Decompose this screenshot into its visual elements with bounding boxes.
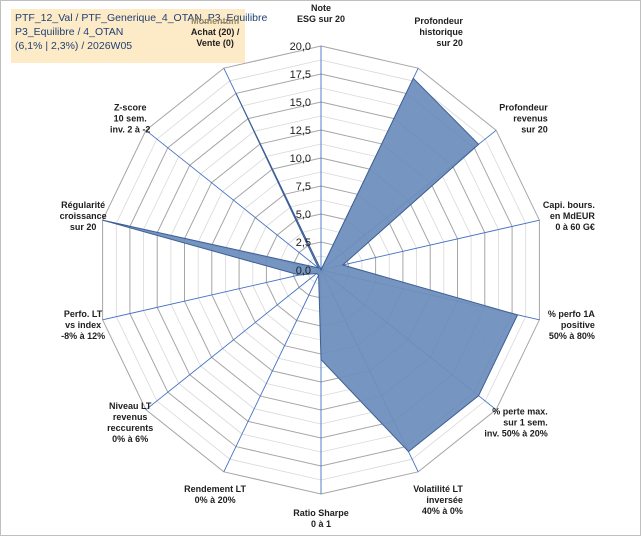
axis-spoke (145, 269, 322, 411)
radar-tick-labels: 0,0 2,5 5,0 7,5 10,0 12,5 15,0 17,5 20,0 (290, 41, 311, 277)
axis-label-line: Z-score (114, 102, 147, 112)
axis-label-line: Rendement LT (184, 484, 246, 494)
axis-label: % perte max.sur 1 sem.inv. 50% à 20% (484, 407, 547, 439)
axis-label-line: positive (561, 320, 595, 330)
tick-label: 2,5 (296, 237, 311, 249)
axis-label-line: Niveau LT (109, 401, 152, 411)
axis-label-line: inversée (426, 495, 463, 505)
title-line-2: P3_Equilibre / 4_OTAN (15, 26, 124, 38)
tick-label: 0,0 (296, 265, 311, 277)
axis-label-line: en MdEUR (550, 211, 596, 221)
axis-label-line: 0% à 20% (195, 495, 236, 505)
axis-label-line: sur 20 (70, 222, 97, 232)
tick-label: 12,5 (290, 125, 311, 137)
axis-label-line: 10 sem. (114, 113, 147, 123)
axis-label-line: Perfo. LT (64, 309, 103, 319)
axis-label-line: vs index (65, 320, 101, 330)
axis-label-line: Note (311, 3, 331, 13)
axis-label-line: Ratio Sharpe (293, 508, 349, 518)
axis-label-line: revenus (513, 113, 548, 123)
axis-label-line: 0% à 6% (112, 434, 148, 444)
axis-label-line: sur 20 (436, 38, 463, 48)
axis-label-line: Achat (20) / (191, 27, 240, 37)
axis-label-line: revenus (113, 412, 148, 422)
axis-label-line: croissance (60, 211, 107, 221)
axis-spoke (145, 129, 322, 271)
axis-label-line: historique (419, 27, 463, 37)
tick-label: 15,0 (290, 97, 311, 109)
axis-label-line: 0 à 1 (311, 519, 331, 529)
axis-label-line: 0 à 60 G€ (555, 222, 595, 232)
radar-series (102, 77, 519, 453)
tick-label: 7,5 (296, 181, 311, 193)
axis-spoke (102, 269, 322, 321)
tick-label: 5,0 (296, 209, 311, 221)
title-line-3: (6,1% | 2,3%) / 2026W05 (15, 40, 133, 52)
axis-label-line: Profondeur (499, 102, 548, 112)
axis-label-line: Profondeur (414, 16, 463, 26)
axis-spoke (320, 219, 540, 271)
axis-label-line: Régularité (61, 200, 105, 210)
axis-label: Rendement LT0% à 20% (184, 484, 246, 505)
axis-label-line: % perte max. (492, 407, 548, 417)
tick-label: 17,5 (290, 69, 311, 81)
axis-label-line: ESG sur 20 (297, 14, 345, 24)
axis-label-line: 50% à 80% (549, 331, 595, 341)
tick-label: 10,0 (290, 153, 311, 165)
axis-label-line: Momentum (191, 16, 239, 26)
axis-label-line: 40% à 0% (422, 506, 463, 516)
axis-label-line: Volatilité LT (413, 484, 463, 494)
axis-label-line: inv. 2 à -2 (110, 124, 150, 134)
tick-label: 20,0 (290, 41, 311, 53)
chart-title-box: PTF_12_Val / PTF_Generique_4_OTAN_P3_Equ… (11, 9, 268, 63)
axis-label-line: Capi. bours. (543, 200, 595, 210)
axis-spoke (223, 269, 322, 472)
title-line-1: PTF_12_Val / PTF_Generique_4_OTAN_P3_Equ… (15, 12, 268, 24)
axis-label-line: inv. 50% à 20% (484, 429, 547, 439)
axis-label-line: reccurents (107, 423, 153, 433)
axis-label-line: -8% à 12% (61, 331, 105, 341)
axis-label-line: Vente (0) (196, 38, 234, 48)
axis-label-line: % perfo 1A (548, 309, 596, 319)
axis-label-line: sur 20 (521, 124, 548, 134)
axis-label-line: sur 1 sem. (503, 418, 548, 428)
